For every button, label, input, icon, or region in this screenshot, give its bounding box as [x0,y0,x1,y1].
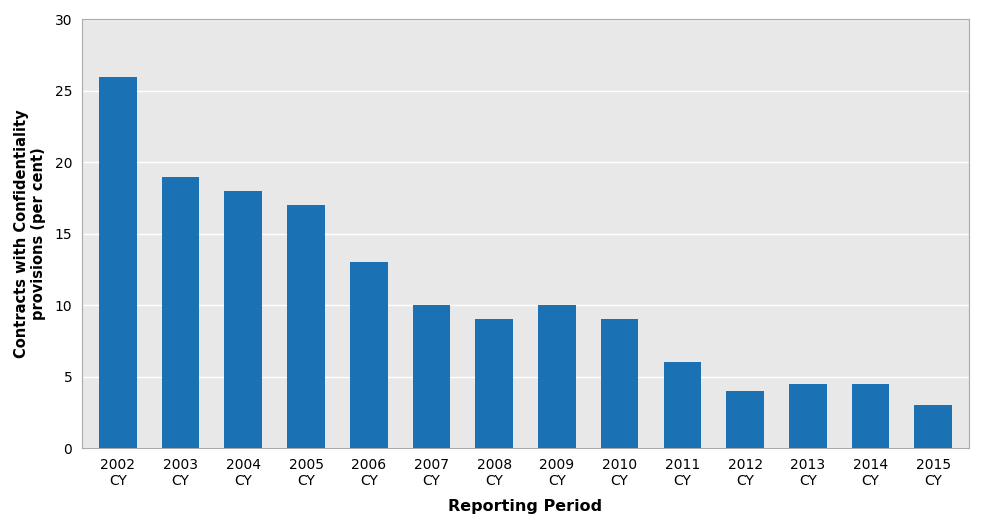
Bar [350,262,387,448]
Y-axis label: Contracts with Confidentiality
provisions (per cent): Contracts with Confidentiality provision… [14,109,46,358]
Bar [914,405,953,448]
Bar [224,191,262,448]
Bar [851,384,890,448]
Bar [726,391,764,448]
Bar [413,305,450,448]
Bar [664,362,701,448]
Bar [601,319,638,448]
Bar [538,305,576,448]
Bar [476,319,513,448]
Bar [162,176,200,448]
Bar [287,205,324,448]
Bar [789,384,827,448]
X-axis label: Reporting Period: Reporting Period [448,499,603,514]
Bar [99,77,137,448]
